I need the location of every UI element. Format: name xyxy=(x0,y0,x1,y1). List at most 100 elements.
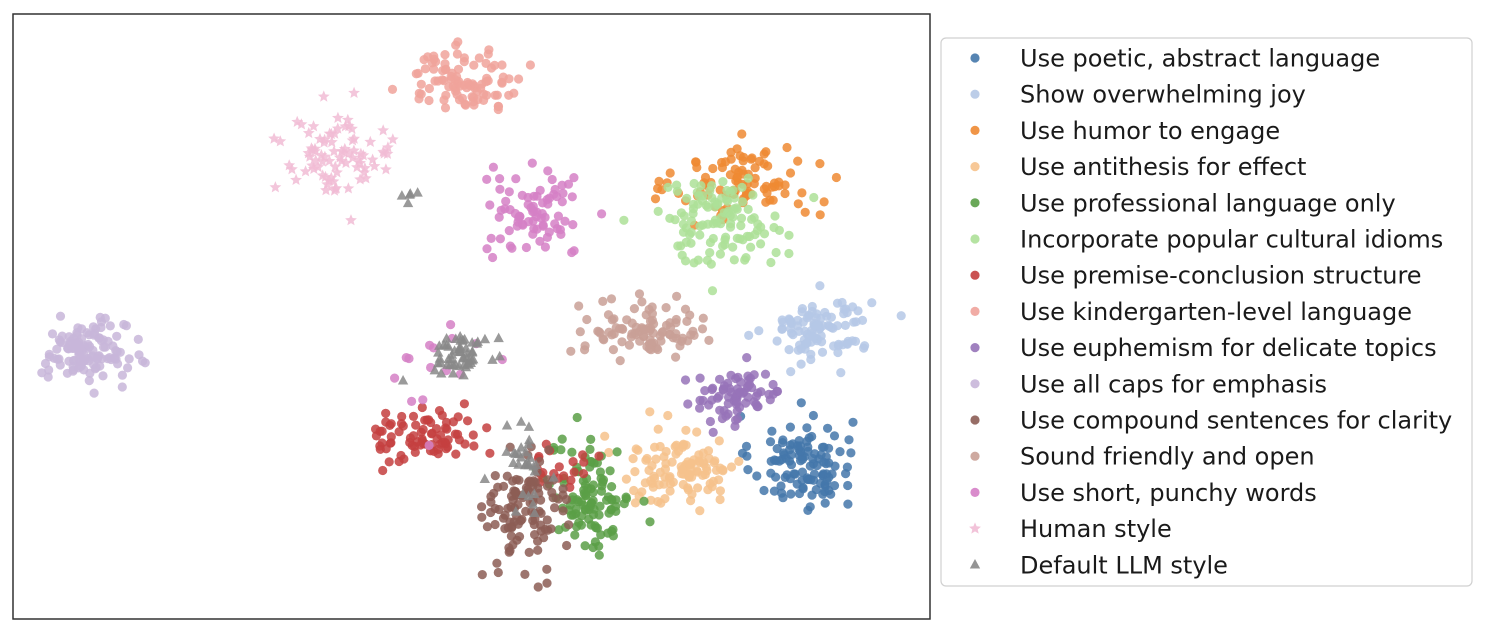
point-default-llm-style xyxy=(513,459,524,469)
point-use-compound-sentences-for-clarity xyxy=(508,495,518,505)
point-use-humor-to-engage xyxy=(767,182,777,192)
point-sound-friendly-and-open xyxy=(631,322,641,332)
point-use-short-punchy-words xyxy=(511,174,521,184)
point-sound-friendly-and-open xyxy=(575,327,585,337)
point-incorporate-popular-cultural-idioms xyxy=(736,221,746,231)
point-sound-friendly-and-open xyxy=(644,344,655,354)
point-use-premise-conclusion-structure xyxy=(566,475,576,485)
point-use-kindergarten-level-language xyxy=(497,78,507,88)
point-use-humor-to-engage xyxy=(737,129,747,139)
point-use-short-punchy-words xyxy=(553,211,564,221)
point-use-humor-to-engage xyxy=(730,164,740,174)
point-show-overwhelming-joy xyxy=(834,339,844,349)
point-use-all-caps-for-emphasis xyxy=(98,335,108,345)
legend-marker-use-antithesis-for-effect xyxy=(970,162,980,172)
point-use-professional-language-only xyxy=(645,517,655,527)
point-use-poetic-abstract-language xyxy=(785,422,796,432)
point-use-professional-language-only xyxy=(581,490,591,500)
point-use-antithesis-for-effect xyxy=(718,466,728,476)
point-sound-friendly-and-open xyxy=(634,289,645,299)
point-use-antithesis-for-effect xyxy=(621,474,632,484)
point-use-short-punchy-words xyxy=(523,200,533,210)
point-human-style xyxy=(283,159,296,171)
point-use-all-caps-for-emphasis xyxy=(44,352,55,362)
point-incorporate-popular-cultural-idioms xyxy=(729,193,740,203)
point-use-all-caps-for-emphasis xyxy=(133,334,143,344)
point-use-humor-to-engage xyxy=(732,172,742,182)
point-use-poetic-abstract-language xyxy=(759,485,769,496)
point-use-professional-language-only xyxy=(590,537,601,547)
point-use-euphemism-for-delicate-topics xyxy=(768,389,778,399)
point-use-euphemism-for-delicate-topics xyxy=(733,372,743,382)
point-use-short-punchy-words xyxy=(429,343,439,353)
legend-marker-use-premise-conclusion-structure xyxy=(970,270,980,280)
point-use-premise-conclusion-structure xyxy=(448,417,458,427)
point-incorporate-popular-cultural-idioms xyxy=(718,241,728,251)
point-incorporate-popular-cultural-idioms xyxy=(728,242,738,252)
point-use-all-caps-for-emphasis xyxy=(68,366,78,376)
point-human-style xyxy=(380,163,392,175)
point-use-euphemism-for-delicate-topics xyxy=(695,373,705,383)
legend-label-incorporate-popular-cultural-idioms: Incorporate popular cultural idioms xyxy=(1020,226,1443,254)
point-human-style xyxy=(325,136,338,148)
point-use-antithesis-for-effect xyxy=(660,464,671,474)
point-default-llm-style xyxy=(523,438,534,449)
legend-marker-use-humor-to-engage xyxy=(970,125,980,135)
point-use-premise-conclusion-structure xyxy=(579,457,589,467)
point-incorporate-popular-cultural-idioms xyxy=(736,213,747,223)
point-use-short-punchy-words xyxy=(529,206,539,216)
point-show-overwhelming-joy xyxy=(848,302,858,312)
point-use-antithesis-for-effect xyxy=(673,446,684,456)
point-use-short-punchy-words xyxy=(504,226,514,236)
point-incorporate-popular-cultural-idioms xyxy=(707,286,718,296)
point-human-style xyxy=(325,171,338,183)
legend-label-use-short-punchy-words: Use short, punchy words xyxy=(1020,479,1317,507)
point-use-all-caps-for-emphasis xyxy=(82,354,92,364)
point-use-poetic-abstract-language xyxy=(741,441,752,451)
point-use-poetic-abstract-language xyxy=(829,431,840,441)
point-default-llm-style xyxy=(445,359,456,370)
point-human-style xyxy=(358,166,371,178)
point-use-compound-sentences-for-clarity xyxy=(499,481,509,491)
point-use-all-caps-for-emphasis xyxy=(100,342,110,352)
point-sound-friendly-and-open xyxy=(697,324,708,334)
point-sound-friendly-and-open xyxy=(653,344,663,355)
point-human-style xyxy=(341,113,354,125)
legend-marker-use-professional-language-only xyxy=(970,198,980,208)
point-use-professional-language-only xyxy=(570,530,580,540)
point-use-humor-to-engage xyxy=(780,188,790,199)
point-show-overwhelming-joy xyxy=(832,321,843,331)
point-human-style xyxy=(381,147,394,159)
point-show-overwhelming-joy xyxy=(836,368,846,378)
point-use-humor-to-engage xyxy=(750,163,760,173)
legend-label-use-poetic-abstract-language: Use poetic, abstract language xyxy=(1020,45,1380,73)
point-default-llm-style xyxy=(466,346,478,357)
point-incorporate-popular-cultural-idioms xyxy=(728,185,738,195)
point-use-all-caps-for-emphasis xyxy=(82,328,92,338)
point-human-style xyxy=(330,182,343,194)
point-sound-friendly-and-open xyxy=(671,329,681,339)
point-use-premise-conclusion-structure xyxy=(441,439,451,449)
point-use-premise-conclusion-structure xyxy=(459,399,469,409)
point-show-overwhelming-joy xyxy=(806,349,816,359)
point-use-professional-language-only xyxy=(596,486,607,496)
point-use-all-caps-for-emphasis xyxy=(57,331,67,341)
point-use-professional-language-only xyxy=(588,509,599,520)
point-show-overwhelming-joy xyxy=(786,367,796,377)
point-human-style xyxy=(340,156,352,169)
point-use-compound-sentences-for-clarity xyxy=(524,547,534,558)
point-use-professional-language-only xyxy=(595,467,606,477)
point-use-compound-sentences-for-clarity xyxy=(558,506,568,516)
point-use-short-punchy-words xyxy=(550,219,560,229)
point-use-short-punchy-words xyxy=(495,184,505,194)
point-use-compound-sentences-for-clarity xyxy=(547,487,557,498)
point-incorporate-popular-cultural-idioms xyxy=(769,222,779,233)
point-incorporate-popular-cultural-idioms xyxy=(718,177,728,187)
point-use-kindergarten-level-language xyxy=(504,74,514,84)
point-use-antithesis-for-effect xyxy=(698,448,708,458)
point-show-overwhelming-joy xyxy=(785,324,796,334)
point-use-premise-conclusion-structure xyxy=(460,439,470,449)
point-human-style xyxy=(316,169,329,181)
point-show-overwhelming-joy xyxy=(744,330,754,340)
point-use-premise-conclusion-structure xyxy=(384,457,394,467)
